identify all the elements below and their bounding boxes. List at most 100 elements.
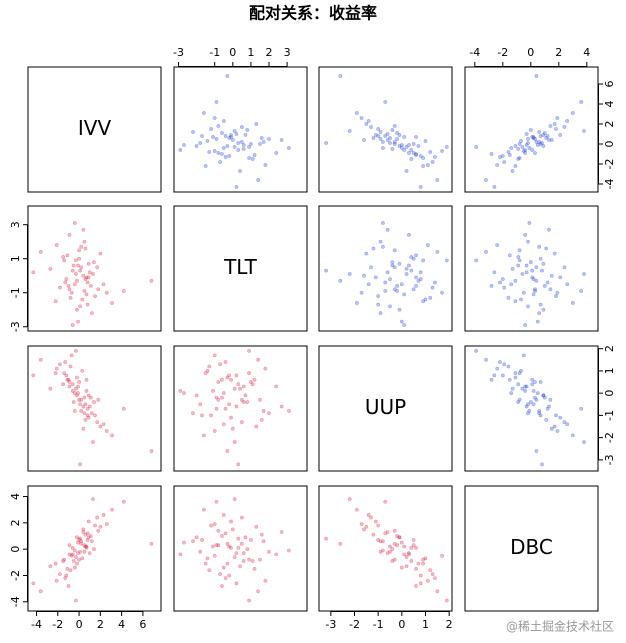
point xyxy=(80,556,85,561)
point xyxy=(385,530,390,534)
y-tick-label: 1 xyxy=(603,367,616,374)
point xyxy=(87,551,92,556)
point xyxy=(73,598,78,603)
point xyxy=(77,397,81,402)
point xyxy=(239,515,244,520)
point xyxy=(223,360,228,364)
point xyxy=(404,272,409,276)
point xyxy=(267,411,271,416)
point xyxy=(582,129,586,133)
point xyxy=(527,409,532,413)
point xyxy=(61,559,66,563)
panel-frame xyxy=(464,485,599,612)
point xyxy=(366,513,371,517)
y-tick-label: 3 xyxy=(9,221,22,228)
point xyxy=(380,539,385,544)
point xyxy=(534,278,539,283)
point xyxy=(390,260,395,265)
point xyxy=(395,534,399,538)
point xyxy=(207,150,212,154)
point xyxy=(84,275,89,280)
point xyxy=(537,244,542,249)
point xyxy=(421,299,426,304)
point xyxy=(85,413,90,418)
point xyxy=(259,136,264,140)
point xyxy=(548,124,553,128)
point xyxy=(243,133,248,137)
point xyxy=(538,302,543,307)
point xyxy=(92,547,96,552)
point xyxy=(274,552,279,557)
point xyxy=(256,357,261,362)
point xyxy=(570,301,575,305)
y-tick-label: 4 xyxy=(603,101,616,108)
point xyxy=(489,284,494,288)
y-tick-label: -4 xyxy=(9,596,22,607)
point xyxy=(80,297,85,302)
point xyxy=(249,380,253,384)
point xyxy=(241,147,246,151)
point xyxy=(552,424,557,429)
point xyxy=(517,371,522,376)
point xyxy=(354,301,359,305)
point xyxy=(87,404,92,409)
point xyxy=(234,581,239,586)
point xyxy=(247,145,251,149)
point xyxy=(397,133,402,137)
point xyxy=(209,523,213,528)
point xyxy=(562,265,567,270)
point xyxy=(537,411,542,416)
x-tick-label: 3 xyxy=(284,46,291,59)
point xyxy=(338,278,343,283)
point xyxy=(95,265,100,270)
point xyxy=(212,353,217,358)
point xyxy=(402,323,407,327)
point xyxy=(392,142,397,146)
point xyxy=(104,290,109,295)
point xyxy=(378,239,383,244)
point xyxy=(62,258,67,263)
point xyxy=(245,547,250,552)
point xyxy=(182,391,186,396)
point xyxy=(378,137,383,141)
point xyxy=(86,519,91,524)
point xyxy=(92,400,96,404)
point xyxy=(537,311,542,316)
point xyxy=(96,528,101,533)
point xyxy=(63,360,68,364)
point xyxy=(433,155,437,159)
point xyxy=(73,258,78,263)
point xyxy=(510,386,515,391)
point xyxy=(376,134,381,138)
x-tick-label: -2 xyxy=(52,618,63,631)
point xyxy=(76,319,80,324)
point xyxy=(506,295,511,300)
point xyxy=(229,545,233,550)
point xyxy=(216,124,221,128)
point xyxy=(418,277,423,282)
point xyxy=(89,539,94,544)
point xyxy=(223,406,228,411)
point xyxy=(524,143,529,147)
point xyxy=(402,544,407,549)
point xyxy=(540,462,544,467)
point xyxy=(212,149,217,153)
point xyxy=(274,384,279,389)
point xyxy=(414,584,418,588)
point xyxy=(440,553,444,558)
point xyxy=(555,116,560,120)
panel-frame xyxy=(318,205,453,332)
point xyxy=(533,137,537,141)
point xyxy=(397,261,402,266)
point xyxy=(416,278,421,283)
point xyxy=(498,280,502,285)
point xyxy=(220,152,224,156)
point xyxy=(247,371,251,376)
point xyxy=(526,411,530,416)
point xyxy=(76,384,80,389)
point xyxy=(76,263,80,268)
point xyxy=(544,246,549,251)
point xyxy=(68,568,73,573)
point xyxy=(232,440,237,444)
point xyxy=(212,522,217,527)
